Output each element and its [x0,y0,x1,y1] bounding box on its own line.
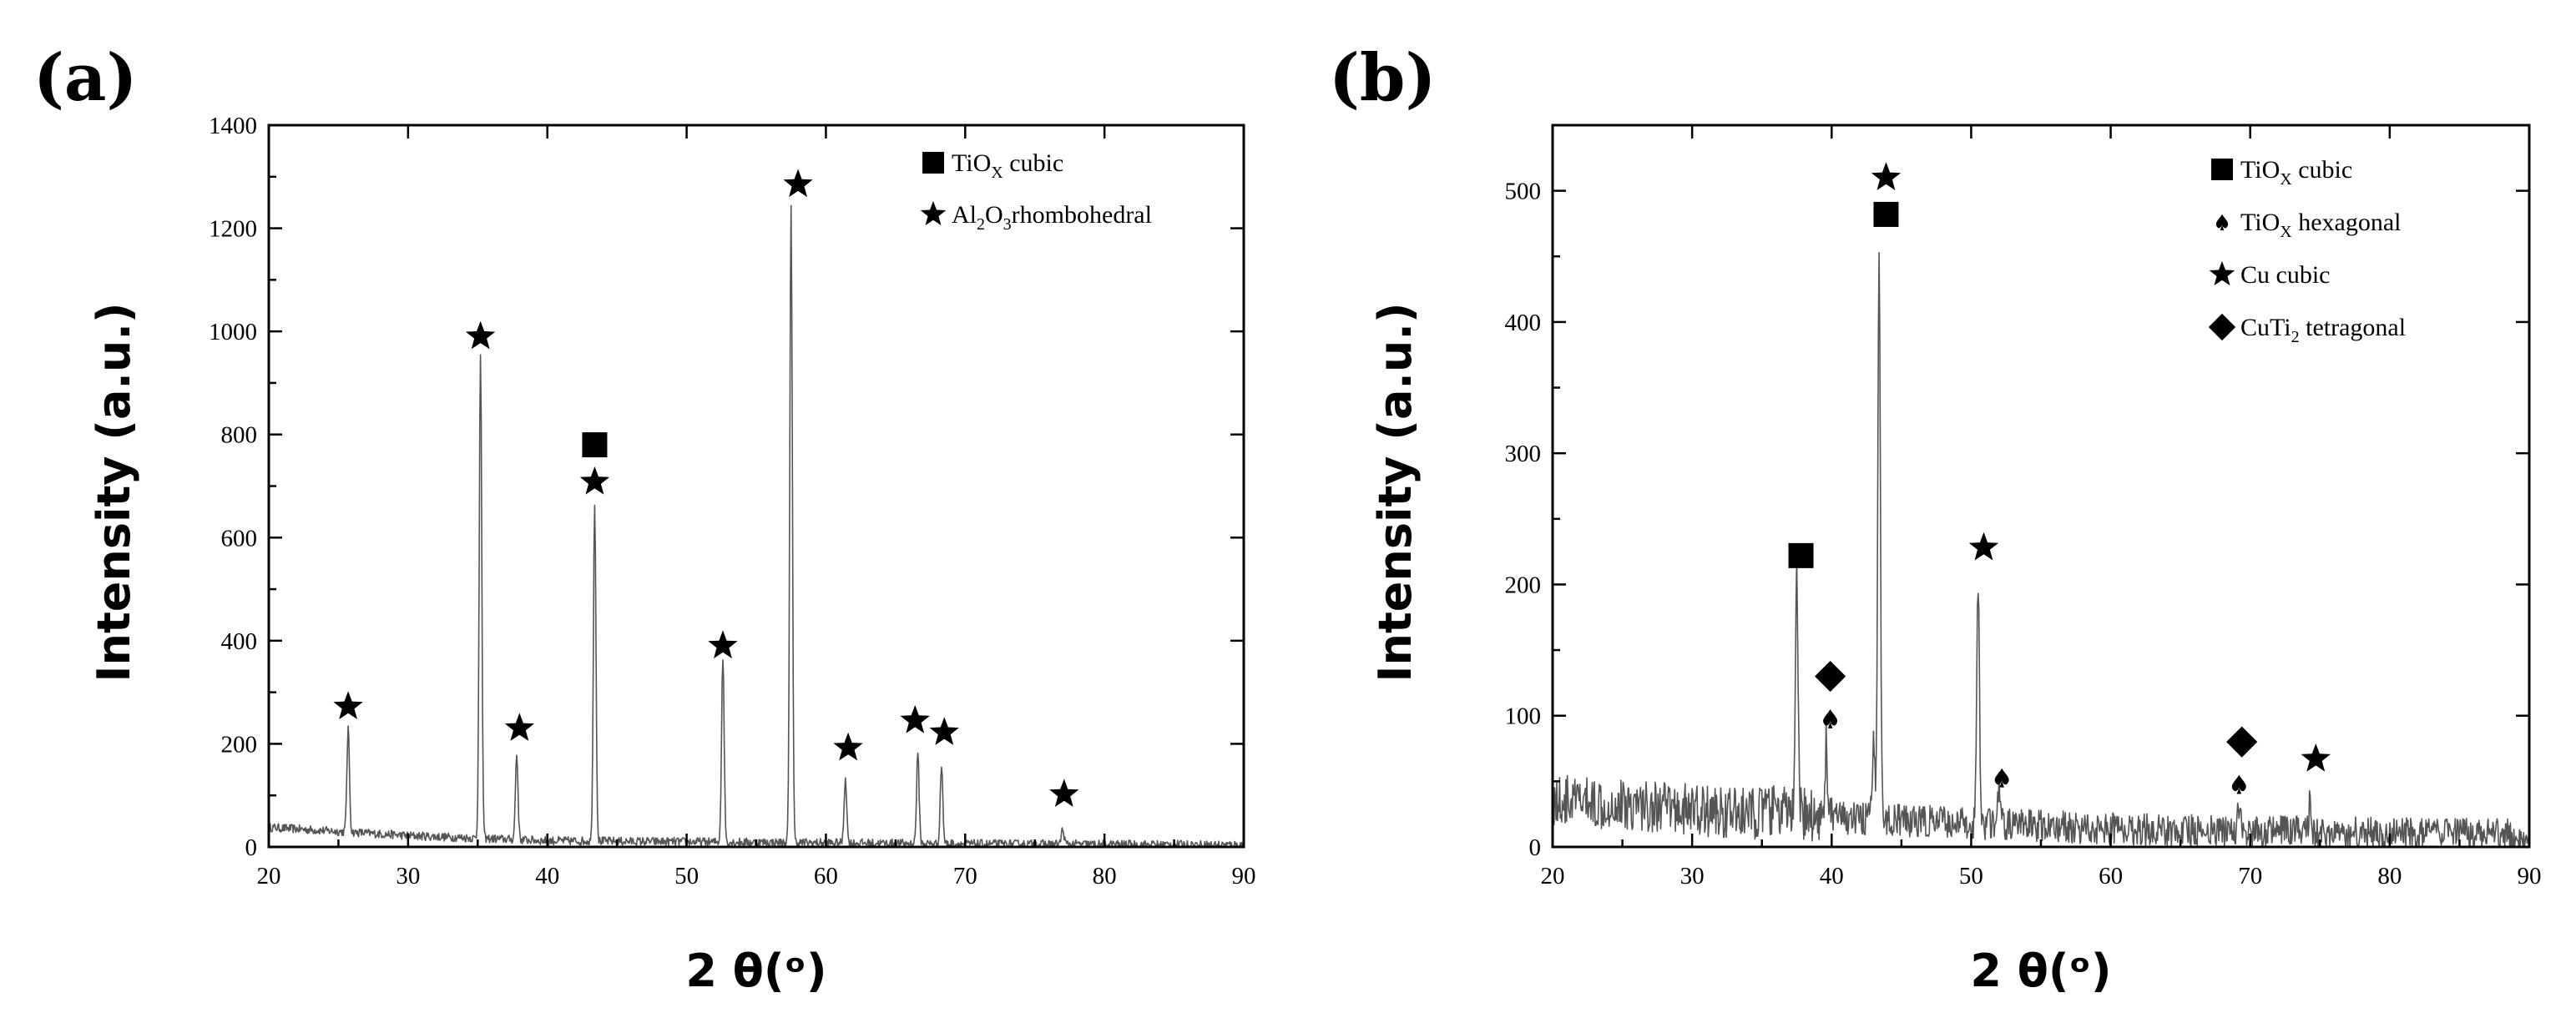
legend-text: TiO [2240,156,2280,184]
x-axis-title: 2 θ(ᵒ) [1970,945,2111,997]
panel-label: (b) [1329,40,1436,116]
y-axis-title: Intensity (a.u.) [1369,302,1422,682]
x-tick-label: 70 [953,863,977,889]
legend-square-icon [2211,159,2233,180]
star-marker [579,466,610,495]
chart-panel-b: (b) 20 30 40 50 60 70 80 90 0 100 200 300 400 500 2 θ(ᵒ… [1329,40,2542,997]
y-axis-title: Intensity (a.u.) [88,302,140,682]
star-marker [1968,532,1999,561]
legend-star-icon [920,200,947,225]
x-tick-label: 90 [1232,863,1256,889]
legend-suffix: cubic [2292,156,2352,184]
y-tick-label: 200 [221,731,258,758]
chart-panel-a: (a) 20 30 40 50 60 70 80 90 0 200 400 600 800 1000 1200… [33,40,1256,997]
legend-suffix: hexagonal [2292,209,2402,236]
legend-subscript: 2 [977,215,985,234]
x-tick-label: 20 [1541,863,1565,889]
legend-subscript: 2 [2291,328,2300,346]
legend-label: TiOX cubic [952,149,1063,182]
legend-subscript: 3 [1003,215,1012,234]
legend-label: TiOX hexagonal [2240,209,2402,241]
x-tick-label: 90 [2518,863,2542,889]
y-tick-label: 500 [1505,179,1542,205]
legend-suffix: rhombohedral [1012,201,1152,229]
x-tick-label: 60 [814,863,838,889]
legend-text: Cu cubic [2240,261,2330,289]
square-marker [582,432,608,458]
star-marker [1049,779,1079,807]
legend-text: TiO [952,149,991,177]
legend-label: Cu cubic [2240,261,2330,289]
x-tick-label: 40 [535,863,559,889]
legend-diamond-icon [2208,313,2236,341]
legend: TiOX cubic Al2O3rhombohedral [920,149,1152,234]
plot-frame [267,123,1245,849]
spade-marker [1994,768,2009,788]
y-tick-label: 400 [1505,310,1542,336]
y-tick-label: 800 [221,422,258,449]
legend-spade-icon [2215,214,2229,231]
y-tick-label: 300 [1505,441,1542,467]
star-marker [333,691,363,719]
x-tick-label: 20 [257,863,281,889]
data-series-line [268,204,1245,848]
y-tick-label: 1400 [209,113,257,139]
legend-square-icon [922,152,944,174]
y-tick-label: 1000 [209,319,257,345]
star-marker [465,320,496,350]
y-tick-label: 600 [221,525,258,552]
star-marker [1871,162,1902,190]
star-marker [504,713,534,741]
star-marker [708,630,738,659]
y-tick-label: 0 [245,834,258,861]
square-marker [1873,201,1899,227]
y-tick-label: 0 [1529,834,1542,861]
spade-marker [1823,708,1838,728]
diamond-marker [2226,726,2258,758]
y-tick-label: 100 [1505,703,1542,730]
legend-subscript: X [991,164,1003,182]
legend-star-icon [2209,260,2235,285]
x-tick-label: 40 [1820,863,1844,889]
star-marker [900,705,930,733]
x-tick-label: 30 [1680,863,1705,889]
star-marker [783,169,813,198]
data-series-line [1552,252,2530,848]
legend-subscript: X [2280,223,2292,241]
legend-text: TiO [2240,209,2280,236]
legend-suffix: tetragonal [2300,314,2406,341]
legend-text: Al [952,201,977,229]
legend-subscript: X [2280,170,2292,189]
spade-marker [2231,774,2246,794]
legend-text: O [985,201,1003,229]
legend-label: CuTi2 tetragonal [2240,314,2406,346]
x-tick-label: 80 [1093,863,1117,889]
x-tick-label: 50 [1959,863,1983,889]
x-tick-label: 30 [396,863,420,889]
y-tick-label: 200 [1505,572,1542,598]
x-axis-title: 2 θ(ᵒ) [685,945,826,997]
legend-suffix: cubic [1003,149,1063,177]
legend-label: TiOX cubic [2240,156,2352,189]
x-tick-label: 70 [2238,863,2262,889]
y-tick-label: 400 [221,628,258,655]
legend-label: Al2O3rhombohedral [952,201,1152,234]
x-tick-label: 80 [2377,863,2402,889]
star-marker [2301,743,2331,772]
legend-text: CuTi [2240,314,2291,341]
star-marker [929,717,959,745]
square-marker [1788,542,1814,568]
x-tick-label: 50 [674,863,699,889]
star-marker [833,732,863,761]
panel-label: (a) [33,40,137,116]
x-tick-label: 60 [2099,863,2123,889]
diamond-marker [1815,660,1846,693]
y-tick-label: 1200 [209,216,257,243]
